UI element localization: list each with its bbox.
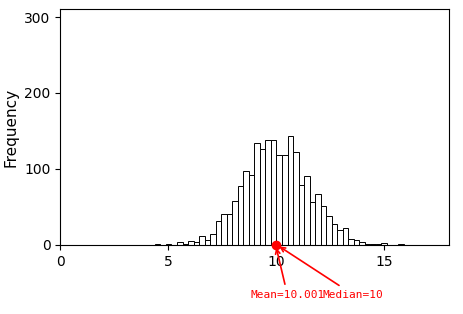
Bar	[276, 155, 282, 245]
Bar	[249, 175, 254, 245]
Bar	[232, 201, 238, 245]
Bar	[182, 244, 188, 245]
Bar	[343, 228, 348, 245]
Text: Mean=10.001: Mean=10.001	[250, 249, 325, 300]
Bar	[348, 239, 354, 245]
Bar	[321, 206, 326, 245]
Bar	[155, 244, 160, 245]
Bar	[166, 244, 171, 245]
Bar	[205, 240, 210, 245]
Bar	[299, 185, 304, 245]
Bar	[337, 230, 343, 245]
Bar	[177, 242, 182, 245]
Bar	[260, 149, 265, 245]
Bar	[354, 240, 359, 245]
Bar	[227, 214, 232, 245]
Bar	[210, 234, 216, 245]
Bar	[376, 244, 382, 245]
Bar	[304, 176, 310, 245]
Bar	[332, 225, 337, 245]
Text: Median=10: Median=10	[281, 247, 384, 300]
Bar	[370, 244, 376, 245]
Bar	[216, 221, 221, 245]
Bar	[315, 194, 321, 245]
Bar	[265, 140, 271, 245]
Bar	[288, 136, 293, 245]
Bar	[238, 186, 244, 245]
Bar	[310, 203, 315, 245]
Bar	[221, 214, 227, 245]
Bar	[254, 143, 260, 245]
Y-axis label: Frequency: Frequency	[4, 88, 19, 167]
Bar	[199, 236, 205, 245]
Bar	[188, 241, 194, 245]
Bar	[282, 155, 288, 245]
Bar	[326, 216, 332, 245]
Bar	[382, 243, 387, 245]
Bar	[244, 171, 249, 245]
Bar	[271, 140, 276, 245]
Bar	[398, 244, 404, 245]
Bar	[194, 242, 199, 245]
Bar	[359, 242, 365, 245]
Bar	[365, 244, 370, 245]
Bar	[293, 152, 299, 245]
